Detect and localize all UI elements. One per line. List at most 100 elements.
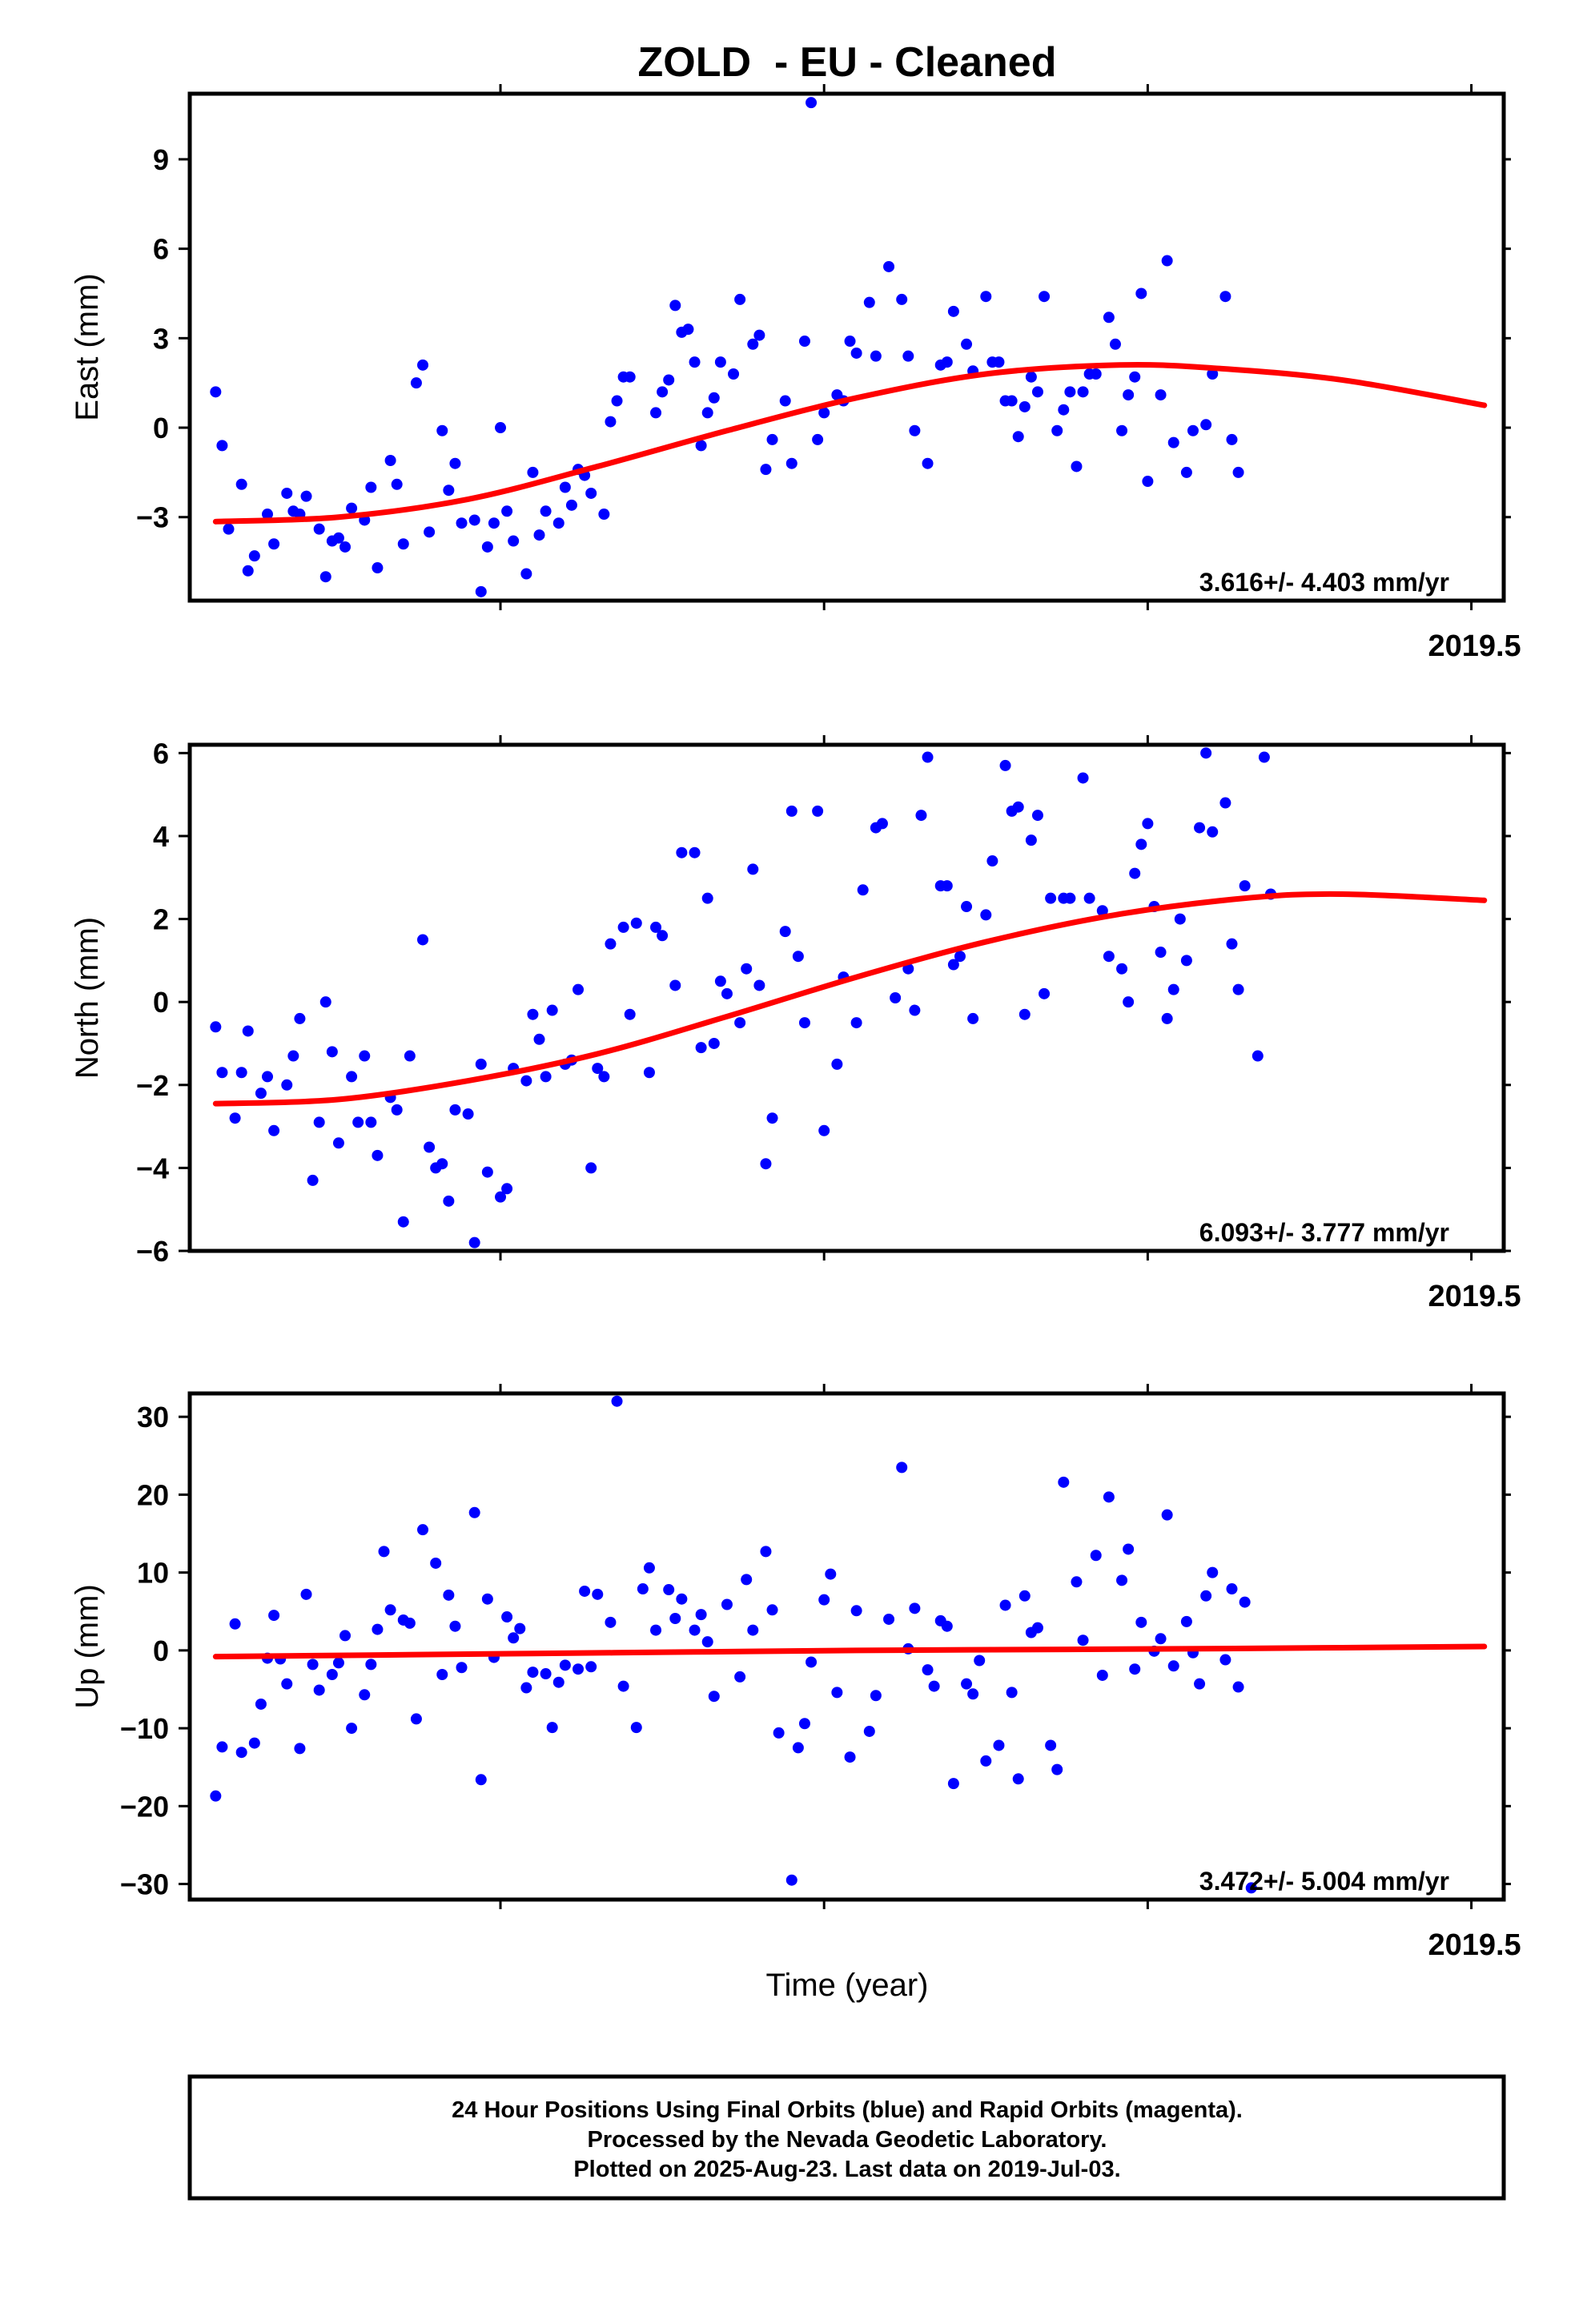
up-data-point (443, 1589, 455, 1601)
north-data-point (287, 1050, 299, 1062)
up-y-tick-label: −30 (120, 1868, 169, 1901)
north-data-point (1025, 834, 1037, 846)
east-data-point (863, 296, 875, 308)
east-data-point (883, 260, 895, 272)
east-data-point (372, 562, 384, 574)
up-data-point (592, 1588, 604, 1600)
north-data-point (391, 1104, 403, 1116)
up-data-point (210, 1790, 222, 1802)
north-data-point (1252, 1050, 1264, 1062)
north-data-point (1232, 983, 1244, 995)
up-data-point (721, 1598, 733, 1610)
east-data-point (598, 509, 610, 521)
east-data-point (520, 568, 532, 580)
up-data-point (346, 1723, 358, 1735)
north-data-point (313, 1116, 325, 1128)
up-data-point (281, 1678, 293, 1690)
east-data-point (779, 395, 791, 407)
up-data-point (909, 1602, 921, 1614)
north-data-point (235, 1067, 247, 1079)
north-data-point (436, 1158, 448, 1170)
up-data-point (339, 1630, 352, 1642)
up-data-point (410, 1713, 422, 1725)
north-data-point (1096, 905, 1108, 917)
north-data-point (319, 996, 331, 1008)
north-data-point (443, 1195, 455, 1207)
north-data-point (462, 1108, 474, 1120)
up-data-point (307, 1659, 319, 1671)
up-data-point (1116, 1574, 1128, 1586)
north-data-point (424, 1141, 436, 1153)
up-data-point (947, 1778, 959, 1790)
up-data-point (552, 1676, 564, 1688)
east-data-point (391, 478, 403, 490)
up-data-point (1232, 1681, 1244, 1693)
east-data-point (734, 293, 746, 305)
up-data-point (974, 1655, 986, 1667)
north-data-point (1018, 1008, 1031, 1020)
up-data-point (611, 1395, 623, 1407)
up-data-point (449, 1620, 461, 1632)
north-data-point (1219, 797, 1231, 809)
north-data-point (954, 951, 966, 963)
north-data-point (980, 909, 992, 921)
east-data-point (760, 464, 772, 476)
up-data-point (1018, 1590, 1031, 1602)
east-data-point (1180, 466, 1192, 478)
north-data-point (592, 1063, 604, 1075)
up-data-point (313, 1684, 325, 1696)
up-data-point (993, 1739, 1005, 1751)
east-data-point (533, 529, 545, 541)
east-plot-area (210, 97, 1488, 597)
up-data-point (850, 1605, 862, 1617)
north-y-tick-label: 4 (153, 820, 169, 853)
east-data-point (1064, 386, 1076, 398)
north-data-point (701, 892, 713, 904)
north-data-point (941, 880, 953, 892)
north-data-point (922, 751, 934, 763)
east-data-point (728, 368, 740, 380)
up-data-point (760, 1546, 772, 1558)
east-x-tick-label: 2019.5 (1428, 629, 1521, 663)
north-x-tick-label: 2019.5 (1428, 1280, 1521, 1313)
north-data-point (630, 917, 642, 929)
north-data-point (533, 1033, 545, 1045)
north-data-point (947, 959, 959, 971)
up-data-point (417, 1524, 429, 1536)
east-data-point (682, 324, 694, 336)
north-data-point (1103, 951, 1115, 963)
east-data-point (559, 481, 571, 493)
east-data-point (850, 347, 862, 359)
east-data-point (475, 585, 487, 597)
up-data-point (1135, 1616, 1147, 1628)
east-data-point (495, 422, 507, 434)
north-data-point (721, 987, 733, 999)
up-data-point (456, 1662, 468, 1674)
x-axis-label: Time (year) (766, 1968, 929, 2003)
north-data-point (643, 1067, 655, 1079)
north-data-point (520, 1075, 532, 1087)
north-data-point (812, 805, 824, 817)
up-data-point (384, 1604, 396, 1616)
east-data-point (961, 338, 973, 350)
east-data-point (501, 505, 513, 517)
east-data-point (1109, 338, 1121, 350)
east-data-point (812, 433, 824, 445)
north-data-point (818, 1124, 830, 1136)
footer-line-3: Plotted on 2025-Aug-23. Last data on 201… (573, 2157, 1120, 2182)
east-data-point (747, 338, 759, 350)
up-data-point (792, 1742, 804, 1754)
up-data-point (430, 1557, 442, 1569)
north-data-point (760, 1158, 772, 1170)
up-data-point (695, 1609, 707, 1621)
north-data-point (242, 1025, 254, 1037)
up-data-point (248, 1737, 260, 1749)
north-data-point (1142, 818, 1154, 830)
east-panel: −3 0 3 6 9 2019.5 East (mm) 3.616+/- 4.403 mm/y… (70, 84, 1521, 663)
up-plot-area (210, 1395, 1488, 1894)
north-data-point (365, 1116, 377, 1128)
up-fit-line (212, 1643, 1488, 1660)
up-data-point (514, 1622, 526, 1634)
up-data-point (520, 1682, 532, 1694)
